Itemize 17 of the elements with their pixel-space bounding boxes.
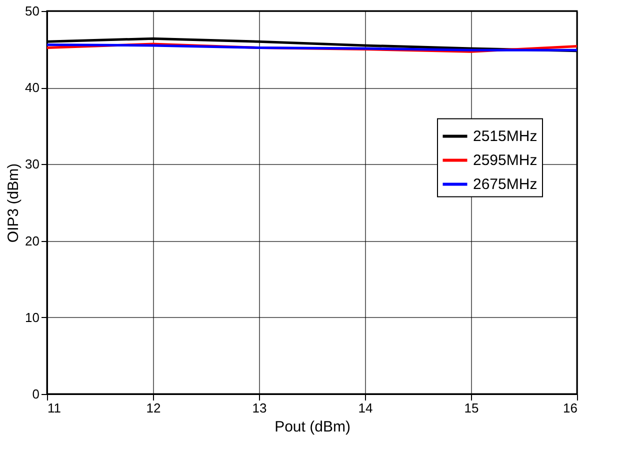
y-tick-label: 50 xyxy=(25,4,40,18)
x-tick-label: 11 xyxy=(48,400,61,416)
x-tick-label: 13 xyxy=(252,400,267,416)
x-tick-label: 15 xyxy=(464,400,479,416)
y-tick-label: 10 xyxy=(25,310,40,325)
y-tick-label: 20 xyxy=(25,233,40,248)
x-axis-title: Pout (dBm) xyxy=(274,418,350,436)
x-tick-label: 16 xyxy=(563,400,578,416)
x-tick-label: 12 xyxy=(146,400,161,416)
legend-label: 2515MHz xyxy=(473,128,538,146)
y-axis-title: OIP3 (dBm) xyxy=(5,163,22,243)
y-tick-label: 30 xyxy=(25,156,40,172)
y-tick-label: 0 xyxy=(32,386,40,402)
y-tick-label: 40 xyxy=(25,80,40,96)
x-tick-label: 14 xyxy=(358,400,373,416)
legend-label: 2675MHz xyxy=(473,176,538,194)
legend-label: 2595MHz xyxy=(473,152,538,170)
